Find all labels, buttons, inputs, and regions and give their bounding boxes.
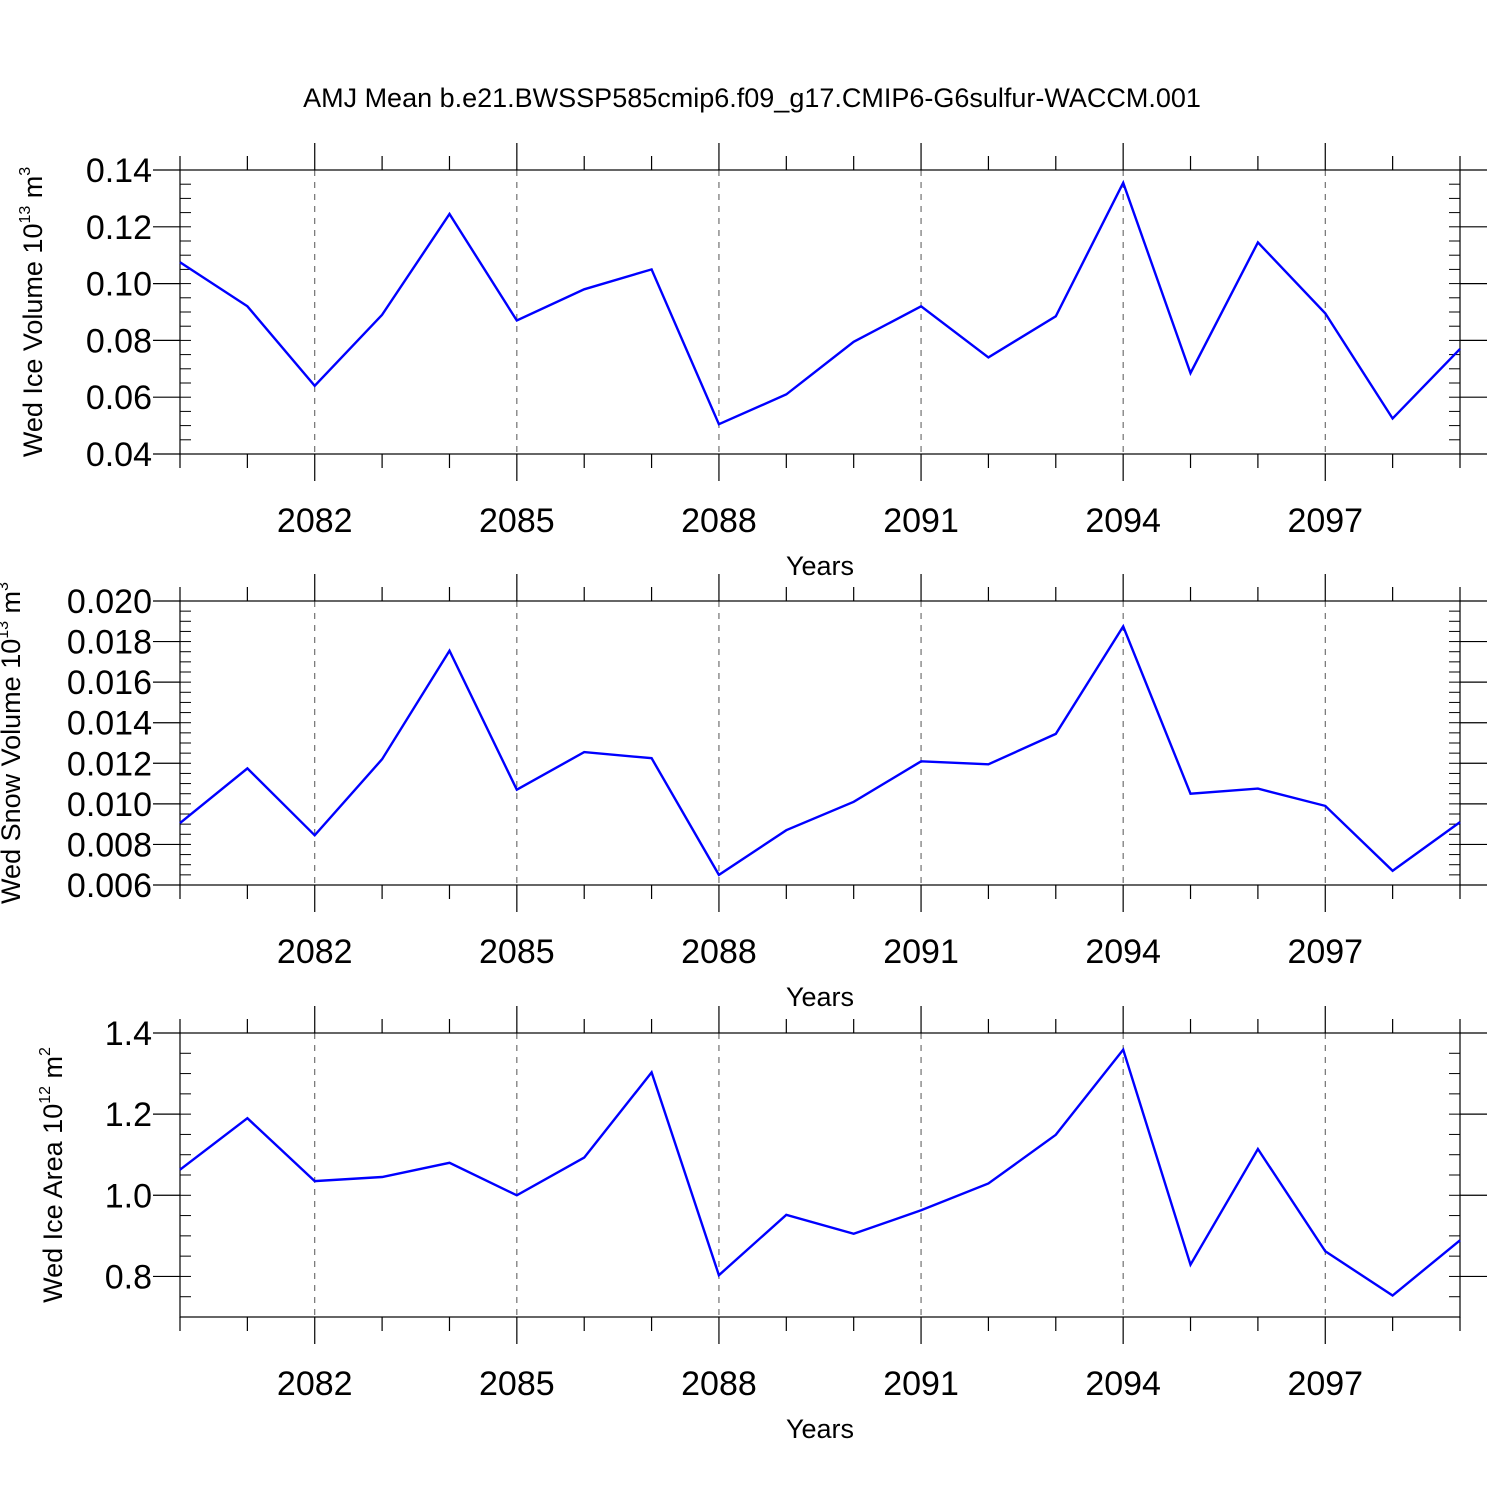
y-tick-label: 0.016 <box>67 664 152 702</box>
panel-ice-area: 0.8 1.0 1.2 1.4 2082 2085 2088 2091 2094 2097 Year… <box>37 1006 1487 1444</box>
y-axis-label: Wed Snow Volume 1013 m3 <box>0 582 26 904</box>
x-tick-label: 2097 <box>1287 933 1363 971</box>
x-tick-label: 2091 <box>883 502 959 540</box>
x-tick-label: 2094 <box>1085 1365 1161 1403</box>
y-tick-label: 1.2 <box>105 1096 152 1134</box>
x-tick-label: 2091 <box>883 933 959 971</box>
x-axis-label: Years <box>786 551 854 581</box>
y-tick-label: 0.8 <box>105 1258 152 1296</box>
y-tick-label: 0.014 <box>67 705 152 743</box>
panel-snow-volume: 0.0060.0080.0100.0120.0140.0160.0180.020… <box>0 574 1487 1012</box>
y-tick-label: 0.018 <box>67 624 152 662</box>
x-tick-label: 2094 <box>1085 502 1161 540</box>
y-tick-label: 0.020 <box>67 583 152 621</box>
x-tick-label: 2088 <box>681 1365 757 1403</box>
x-tick-label: 2091 <box>883 1365 959 1403</box>
x-tick-label: 2094 <box>1085 933 1161 971</box>
figure-title: AMJ Mean b.e21.BWSSP585cmip6.f09_g17.CMI… <box>303 83 1201 113</box>
series-line <box>179 623 1461 877</box>
x-tick-label: 2088 <box>681 933 757 971</box>
y-tick-label: 0.08 <box>86 322 152 360</box>
y-tick-label: 0.14 <box>86 152 152 190</box>
x-tick-label: 2085 <box>479 502 555 540</box>
y-tick-label: 0.008 <box>67 826 152 864</box>
x-tick-label: 2085 <box>479 933 555 971</box>
x-tick-label: 2097 <box>1287 1365 1363 1403</box>
series-line <box>179 179 1461 426</box>
y-tick-label: 0.04 <box>86 436 152 474</box>
plot-frame <box>179 169 1461 455</box>
plot-frame <box>179 600 1461 886</box>
y-tick-label: 0.12 <box>86 209 152 247</box>
y-tick-label: 0.006 <box>67 867 152 905</box>
plot-frame <box>179 1032 1461 1318</box>
y-tick-label: 1.4 <box>105 1015 152 1053</box>
x-axis-label: Years <box>786 1414 854 1444</box>
x-tick-label: 2085 <box>479 1365 555 1403</box>
y-axis-label: Wed Ice Volume 1013 m3 <box>17 167 48 457</box>
x-tick-label: 2082 <box>277 1365 353 1403</box>
panel-ice-volume: 0.04 0.06 0.08 0.10 0.12 0.14 2082 2085 2088 2091… <box>17 143 1487 581</box>
x-tick-label: 2082 <box>277 933 353 971</box>
y-tick-label: 1.0 <box>105 1177 152 1215</box>
y-tick-label: 0.010 <box>67 786 152 824</box>
series-line <box>179 1047 1461 1297</box>
x-tick-label: 2088 <box>681 502 757 540</box>
y-tick-label: 0.06 <box>86 379 152 417</box>
y-tick-label: 0.012 <box>67 745 152 783</box>
x-tick-label: 2082 <box>277 502 353 540</box>
y-axis-label: Wed Ice Area 1012 m2 <box>37 1047 68 1303</box>
x-tick-label: 2097 <box>1287 502 1363 540</box>
y-tick-label: 0.10 <box>86 266 152 304</box>
x-axis-label: Years <box>786 982 854 1012</box>
